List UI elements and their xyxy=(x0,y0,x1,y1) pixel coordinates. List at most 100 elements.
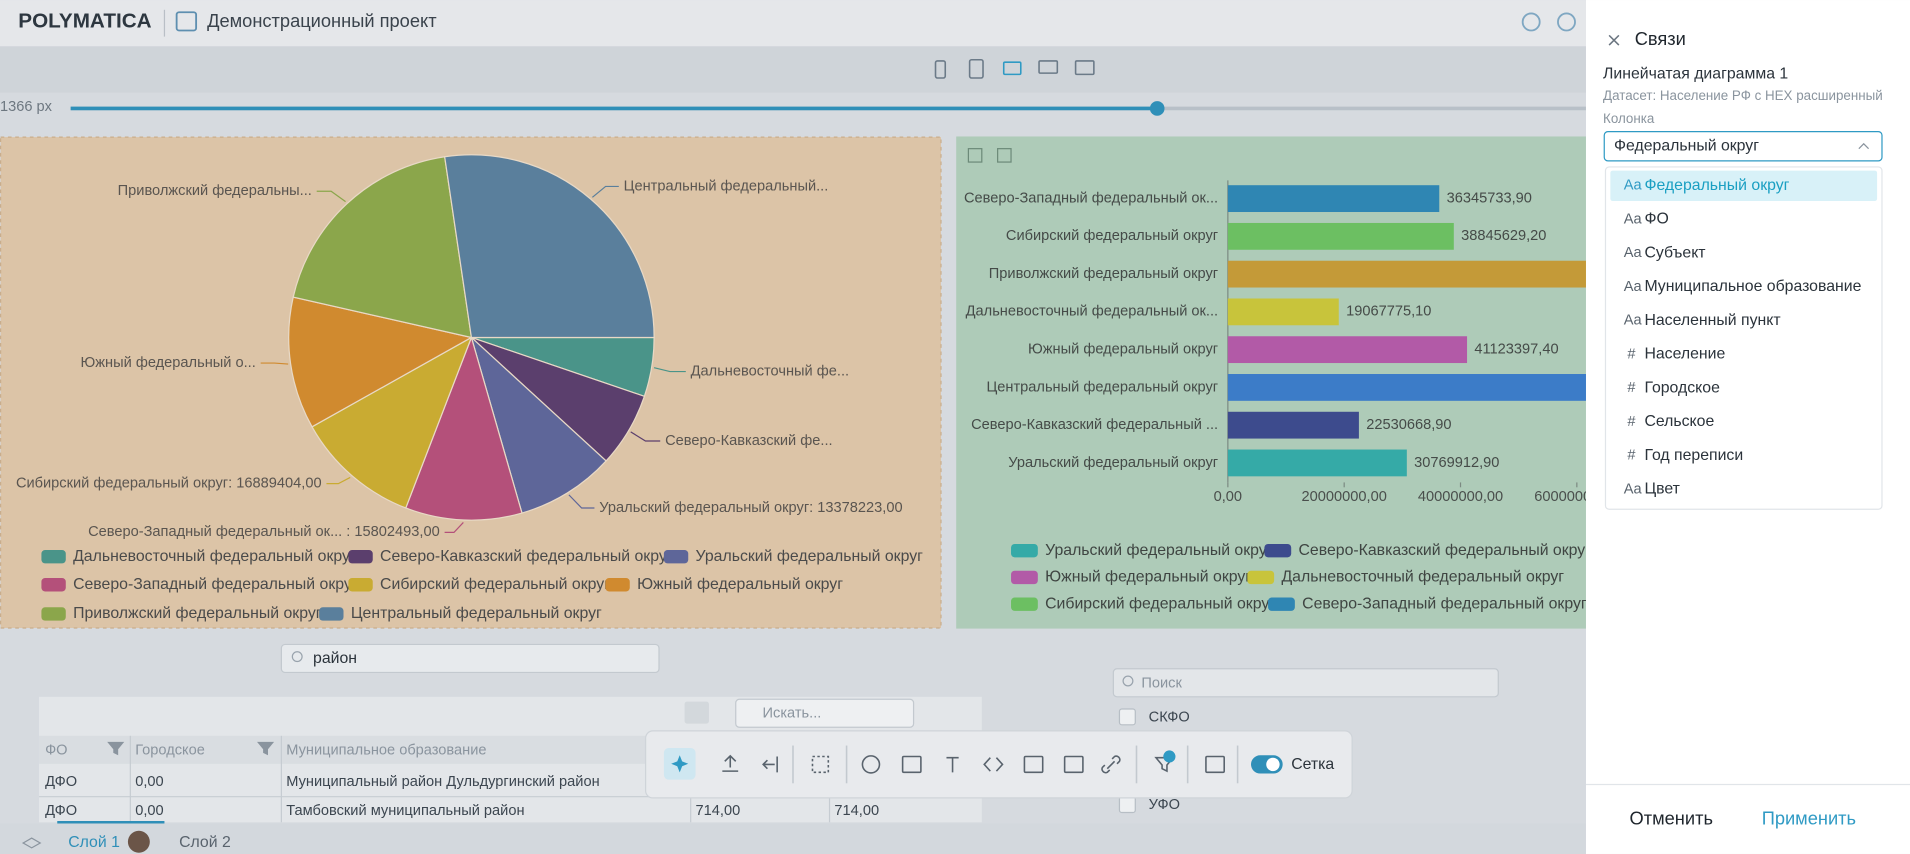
cancel-button[interactable]: Отменить xyxy=(1630,808,1713,829)
tool-pie[interactable] xyxy=(861,755,881,774)
cell: 714,00 xyxy=(834,803,879,819)
option-label[interactable]: ФО xyxy=(1644,211,1668,228)
filter-search[interactable] xyxy=(1112,668,1499,698)
table-icon[interactable] xyxy=(684,701,709,724)
tool-import[interactable] xyxy=(762,756,778,773)
magic-icon xyxy=(671,755,689,773)
panel-title: Связи xyxy=(1635,28,1686,49)
legend-swatch xyxy=(41,578,66,592)
laptop-icon[interactable] xyxy=(1002,61,1022,76)
option-highlight xyxy=(1610,170,1878,202)
legend-swatch xyxy=(348,550,373,564)
legend-label: Центральный федеральный округ xyxy=(351,605,602,622)
option-icon: Aa xyxy=(1624,279,1643,295)
bar xyxy=(1227,411,1359,439)
filter-item[interactable]: СКФО xyxy=(1149,709,1190,725)
field-label: Колонка xyxy=(1603,111,1655,126)
slice-label: Северо-Западный федеральный ок... : 1580… xyxy=(88,524,440,540)
slice-label: Дальневосточный фе... xyxy=(691,363,849,379)
leader-line xyxy=(568,494,595,509)
legend-label: Южный федеральный округ xyxy=(637,576,843,593)
option-label[interactable]: Городское xyxy=(1644,379,1720,396)
leader-line xyxy=(630,431,661,442)
mobile-icon[interactable] xyxy=(934,60,947,79)
filter-icon[interactable] xyxy=(107,741,125,756)
charts: Дальневосточный фе... Дальневосточный фед… xyxy=(16,154,1636,622)
layer-tab[interactable]: Слой 2 xyxy=(179,834,231,851)
tool-video[interactable] xyxy=(1023,755,1044,774)
column-select[interactable] xyxy=(1603,130,1883,162)
avatar xyxy=(127,830,150,853)
table-search[interactable] xyxy=(735,698,915,728)
layers-bar xyxy=(0,823,1586,854)
value-label: 30769912,90 xyxy=(1414,455,1499,471)
value-label: 36345733,90 xyxy=(1447,190,1532,206)
project-name[interactable]: Демонстрационный проект xyxy=(207,10,437,31)
option-label[interactable]: Населенный пункт xyxy=(1644,312,1780,329)
legend-swatch xyxy=(1011,570,1038,585)
option-label[interactable]: Сельское xyxy=(1644,413,1714,430)
table-search-placeholder: Искать... xyxy=(763,706,822,722)
tool-image[interactable] xyxy=(1063,755,1084,774)
grid-toggle-label[interactable]: Сетка xyxy=(1291,756,1334,773)
x-tick-label: 40000000,00 xyxy=(1418,489,1503,505)
bar xyxy=(1227,185,1440,213)
tool-frame[interactable] xyxy=(811,755,830,774)
tool-svg[interactable] xyxy=(901,755,922,774)
tool-text[interactable] xyxy=(946,756,959,773)
slice-label: Центральный федеральный... xyxy=(624,178,829,194)
option-icon: # xyxy=(1627,414,1636,430)
checkbox[interactable] xyxy=(1118,796,1136,814)
tool-code[interactable] xyxy=(983,757,1004,772)
option-label[interactable]: Федеральный округ xyxy=(1644,177,1789,194)
legend-label: Северо-Кавказский федеральный округ xyxy=(1299,542,1592,559)
filter-icon[interactable] xyxy=(257,741,275,756)
card-icon[interactable] xyxy=(997,148,1012,163)
legend-swatch xyxy=(1264,543,1292,558)
dropdown xyxy=(1604,166,1883,510)
x-tick-label: 20000000,00 xyxy=(1302,489,1387,505)
column-header: Муниципальное образование xyxy=(286,742,486,758)
column-header: ФО xyxy=(45,742,67,758)
legend-swatch xyxy=(41,550,66,564)
slider-handle[interactable] xyxy=(1149,101,1165,116)
settings-icon[interactable] xyxy=(1557,12,1576,32)
checkbox[interactable] xyxy=(1118,708,1136,726)
width-label: 1366 px xyxy=(0,99,53,115)
legend-label: Северо-Западный федеральный округ xyxy=(73,576,358,593)
apply-button[interactable]: Применить xyxy=(1762,808,1856,829)
card-icon[interactable] xyxy=(967,148,983,163)
cell: Муниципальный район Дульдургинский район xyxy=(286,774,599,790)
slice-label: Сибирский федеральный округ: 16889404,00 xyxy=(16,476,322,492)
option-label[interactable]: Муниципальное образование xyxy=(1644,278,1861,295)
project-icon xyxy=(175,11,198,32)
search-input[interactable] xyxy=(280,643,660,674)
category-label: Северо-Западный федеральный ок... xyxy=(964,190,1218,206)
comments-icon[interactable] xyxy=(1521,12,1541,32)
legend-swatch xyxy=(319,607,344,621)
legend-swatch xyxy=(605,578,630,592)
layer-tab-active[interactable]: Слой 1 xyxy=(68,834,120,851)
option-label[interactable]: Субъект xyxy=(1644,244,1705,261)
category-label: Сибирский федеральный округ xyxy=(1006,228,1218,244)
value-label: 41123397,40 xyxy=(1474,342,1558,358)
wide-icon[interactable] xyxy=(1074,60,1095,76)
toggle-knob xyxy=(1266,757,1280,772)
pie-slice xyxy=(470,335,607,514)
tablet-icon[interactable] xyxy=(968,58,984,79)
category-label: Центральный федеральный округ xyxy=(986,379,1218,395)
tool-upload[interactable] xyxy=(722,754,739,772)
desktop-icon[interactable] xyxy=(1038,60,1059,74)
cell: 0,00 xyxy=(135,803,163,819)
option-label[interactable]: Население xyxy=(1644,346,1725,363)
option-label[interactable]: Цвет xyxy=(1644,481,1679,498)
tool-link[interactable] xyxy=(1101,755,1121,774)
close-button[interactable] xyxy=(1608,34,1620,46)
slice-label: Южный федеральный о... xyxy=(81,355,256,371)
tool-panel[interactable] xyxy=(1205,755,1225,774)
option-label[interactable]: Год переписи xyxy=(1644,447,1743,464)
filter-item[interactable]: УФО xyxy=(1149,797,1180,813)
